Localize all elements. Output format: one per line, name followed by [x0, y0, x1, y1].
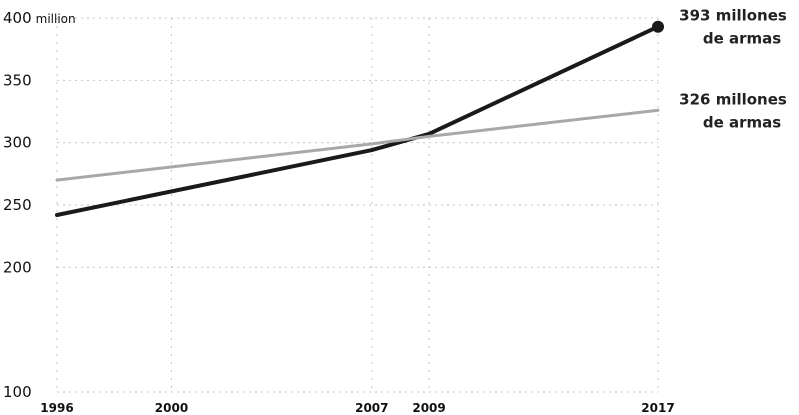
- x-tick-label: 2000: [155, 401, 188, 415]
- y-tick-label: 350: [3, 71, 32, 89]
- grid: [56, 17, 659, 393]
- series-line-2: [55, 108, 660, 182]
- y-tick-value: 350: [3, 71, 32, 89]
- y-tick-label: 100: [3, 383, 32, 401]
- x-tick-label: 2017: [641, 401, 674, 415]
- y-tick-value: 200: [3, 258, 32, 276]
- x-tick-label: 2007: [355, 401, 388, 415]
- series-line-1: [55, 24, 660, 217]
- y-tick-label: 300: [3, 134, 32, 152]
- series-end-marker-1: [652, 20, 664, 33]
- series-label-line2: de armas: [703, 30, 781, 48]
- x-tick-label: 2009: [412, 401, 445, 415]
- series-lines: [55, 20, 664, 217]
- y-tick-label: 400 million: [3, 9, 76, 27]
- y-tick-label: 200: [3, 258, 32, 276]
- y-tick-value: 400: [3, 9, 32, 27]
- series-label-line1: 326 millones: [679, 90, 787, 108]
- series-label-line2: de armas: [703, 113, 781, 131]
- y-tick-label: 250: [3, 196, 32, 214]
- series-label-line1: 393 millones: [679, 7, 787, 25]
- x-axis: 1996 2000 2007 2009 2017: [40, 401, 674, 415]
- y-tick-unit: million: [36, 12, 76, 26]
- y-axis: 100 200 250 300 350 400 million: [3, 9, 76, 401]
- annotations: 393 millones de armas 326 millones de armas: [679, 7, 787, 132]
- y-tick-value: 250: [3, 196, 32, 214]
- y-tick-value: 300: [3, 134, 32, 152]
- x-tick-label: 1996: [40, 401, 73, 415]
- y-tick-value: 100: [3, 383, 32, 401]
